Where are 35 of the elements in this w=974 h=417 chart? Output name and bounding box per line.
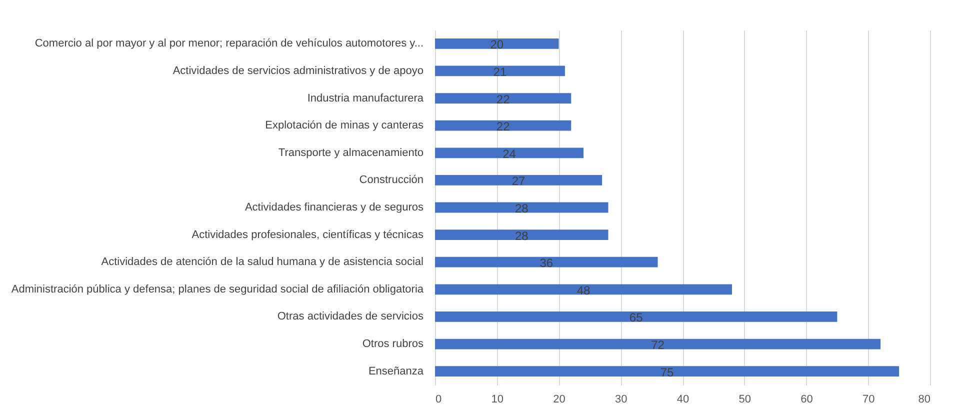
y-tick-label: Otras actividades de servicios: [277, 310, 424, 323]
x-tick-label: 80: [918, 394, 930, 406]
data-label: 72: [651, 338, 665, 352]
y-tick-label: Actividades profesionales, científicas y técnicas: [192, 228, 424, 241]
data-label: 65: [629, 310, 644, 325]
data-label: 20: [490, 38, 504, 52]
x-tick-label: 20: [553, 394, 566, 406]
x-tick-label: 50: [738, 394, 751, 406]
x-tick-label: 0: [436, 394, 442, 406]
y-tick-label: Comercio al por mayor y al por menor; reparación de vehículos automotores y...: [34, 38, 424, 50]
data-label: 75: [660, 365, 674, 380]
y-tick-label: Administración pública y defensa; planes de seguridad social de afiliación obligatoria: [11, 283, 424, 296]
x-tick-label: 60: [800, 394, 813, 406]
data-label: 48: [576, 283, 590, 298]
x-tick-label: 70: [862, 394, 875, 406]
y-tick-label: Enseñanza: [368, 365, 424, 378]
y-tick-label: Industria manufacturera: [307, 92, 424, 104]
y-tick-label: Transporte y almacenamiento: [278, 146, 424, 159]
y-tick-label: Actividades de atención de la salud humana y de asistencia social: [101, 256, 424, 268]
data-label: 36: [540, 256, 554, 270]
x-tick-label: 40: [676, 394, 690, 406]
y-tick-label: Otros rubros: [362, 338, 424, 350]
y-tick-label: Actividades de servicios administrativos y de apoyo: [172, 64, 424, 77]
data-label: 22: [496, 92, 510, 106]
data-label: 22: [496, 120, 510, 134]
x-tick-label: 30: [615, 394, 628, 406]
data-label: 27: [512, 174, 526, 188]
data-label: 21: [493, 64, 507, 79]
y-tick-label: Explotación de minas y canteras: [265, 120, 424, 132]
data-label: 24: [502, 146, 516, 161]
y-tick-label: Construcción: [359, 174, 424, 186]
x-tick-label: 10: [491, 394, 504, 406]
y-tick-label: Actividades financieras y de seguros: [244, 202, 424, 214]
data-label: 28: [514, 228, 529, 243]
data-label: 28: [514, 202, 529, 216]
